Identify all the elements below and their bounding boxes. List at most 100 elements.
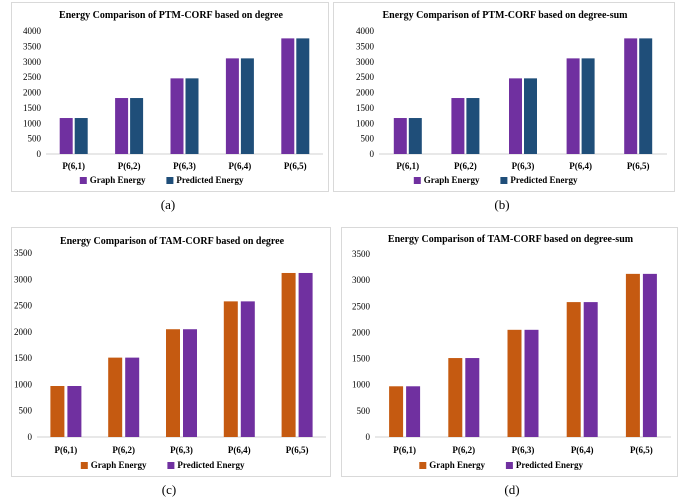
bar-predicted-energy <box>298 272 313 437</box>
chart-title: Energy Comparison of PTM-CORF based on d… <box>59 10 283 21</box>
y-tick-label: 0 <box>37 149 42 159</box>
bar-graph-energy <box>393 118 407 154</box>
legend-label: Predicted Energy <box>516 460 584 470</box>
bar-graph-energy <box>108 357 123 437</box>
y-tick-label: 2000 <box>14 327 33 337</box>
legend-label: Graph Energy <box>429 460 485 470</box>
x-tick-label: P(6,3) <box>173 161 196 171</box>
x-tick-label: P(6,2) <box>452 445 475 455</box>
bar-graph-energy <box>625 273 640 437</box>
bar-predicted-energy <box>240 58 254 154</box>
x-tick-label: P(6,1) <box>393 445 416 455</box>
y-tick-label: 3500 <box>23 41 42 51</box>
x-tick-label: P(6,1) <box>62 161 85 171</box>
legend-swatch <box>505 462 513 469</box>
bar-predicted-energy <box>466 98 480 154</box>
x-tick-label: P(6,1) <box>396 161 419 171</box>
y-tick-label: 1500 <box>14 353 33 363</box>
bar-graph-energy <box>170 78 184 154</box>
bar-graph-energy <box>624 38 638 154</box>
y-tick-label: 1500 <box>23 103 42 113</box>
y-tick-label: 0 <box>366 432 371 442</box>
x-tick-label: P(6,5) <box>284 161 307 171</box>
y-tick-label: 1500 <box>356 103 375 113</box>
legend-label: Graph Energy <box>424 175 480 185</box>
legend-swatch <box>500 177 508 184</box>
y-tick-label: 2000 <box>23 88 42 98</box>
bar-graph-energy <box>509 78 522 154</box>
chart-panel-ptm-degree: Energy Comparison of PTM-CORF based on d… <box>11 2 329 192</box>
y-tick-label: 2500 <box>356 72 375 82</box>
x-tick-label: P(6,4) <box>571 445 594 455</box>
bar-predicted-energy <box>185 78 199 154</box>
chart-title: Energy Comparison of TAM-CORF based on d… <box>60 236 285 247</box>
y-tick-label: 3000 <box>352 275 371 285</box>
x-tick-label: P(6,2) <box>454 161 477 171</box>
chart-title: Energy Comparison of TAM-CORF based on d… <box>388 234 634 245</box>
bar-graph-energy <box>451 98 465 154</box>
y-tick-label: 2000 <box>352 327 371 337</box>
y-tick-label: 500 <box>19 406 33 416</box>
y-tick-label: 3500 <box>356 41 375 51</box>
x-tick-label: P(6,1) <box>55 445 78 455</box>
chart-panel-tam-degree-sum: Energy Comparison of TAM-CORF based on d… <box>341 227 678 477</box>
caption-d: (d) <box>504 482 520 497</box>
y-tick-label: 1000 <box>14 379 33 389</box>
bar-predicted-energy <box>639 38 653 154</box>
bar-graph-energy <box>59 118 73 154</box>
chart-title: Energy Comparison of PTM-CORF based on d… <box>383 10 629 21</box>
x-tick-label: P(6,2) <box>112 445 135 455</box>
legend: Graph Energy Predicted Energy <box>419 460 583 470</box>
bar-predicted-energy <box>524 329 539 437</box>
y-tick-label: 3500 <box>14 248 33 258</box>
y-tick-label: 500 <box>361 134 375 144</box>
chart-panel-ptm-degree-sum: Energy Comparison of PTM-CORF based on d… <box>333 2 675 192</box>
bar-predicted-energy <box>183 329 197 437</box>
bar-graph-energy <box>389 386 404 437</box>
bar-graph-energy <box>166 329 180 437</box>
x-tick-label: P(6,4) <box>229 161 252 171</box>
bar-graph-energy <box>448 358 463 437</box>
bar-predicted-energy <box>524 78 537 154</box>
bar-predicted-energy <box>408 118 422 154</box>
legend-swatch <box>166 177 174 184</box>
y-tick-label: 3000 <box>23 57 42 67</box>
x-tick-label: P(6,3) <box>512 445 535 455</box>
bar-graph-energy <box>50 386 65 437</box>
legend-label: Predicted Energy <box>177 460 245 470</box>
caption-a: (a) <box>160 197 176 212</box>
x-tick-label: P(6,5) <box>286 445 309 455</box>
chart-svg: Energy Comparison of TAM-CORF based on d… <box>352 234 671 470</box>
y-tick-label: 500 <box>357 406 371 416</box>
y-tick-label: 1500 <box>352 354 371 364</box>
caption-b: (b) <box>494 197 510 212</box>
x-tick-label: P(6,2) <box>118 161 141 171</box>
y-tick-label: 1000 <box>356 118 375 128</box>
legend: Graph Energy Predicted Energy <box>80 460 245 470</box>
y-tick-label: 3000 <box>14 274 33 284</box>
bar-predicted-energy <box>125 357 140 437</box>
legend-label: Predicted Energy <box>176 175 244 185</box>
chart-svg: Energy Comparison of PTM-CORF based on d… <box>356 10 667 185</box>
legend-label: Graph Energy <box>90 175 146 185</box>
y-tick-label: 2000 <box>356 88 375 98</box>
y-tick-label: 2500 <box>352 301 371 311</box>
bar-predicted-energy <box>296 38 310 154</box>
bar-predicted-energy <box>583 302 598 437</box>
y-tick-label: 500 <box>28 134 42 144</box>
bar-graph-energy <box>225 58 239 154</box>
legend: Graph Energy Predicted Energy <box>413 175 578 185</box>
bar-predicted-energy <box>67 386 82 437</box>
chart-panel-tam-degree: Energy Comparison of TAM-CORF based on d… <box>11 227 331 477</box>
bar-graph-energy <box>507 329 522 437</box>
y-tick-label: 3500 <box>352 249 371 259</box>
x-tick-label: P(6,4) <box>228 445 251 455</box>
bar-graph-energy <box>566 302 581 437</box>
bar-graph-energy <box>223 301 238 437</box>
y-tick-label: 4000 <box>23 26 42 36</box>
bar-predicted-energy <box>130 98 144 154</box>
bar-predicted-energy <box>240 301 255 437</box>
x-tick-label: P(6,5) <box>627 161 650 171</box>
legend-swatch <box>80 462 88 469</box>
caption-c: (c) <box>161 482 177 497</box>
